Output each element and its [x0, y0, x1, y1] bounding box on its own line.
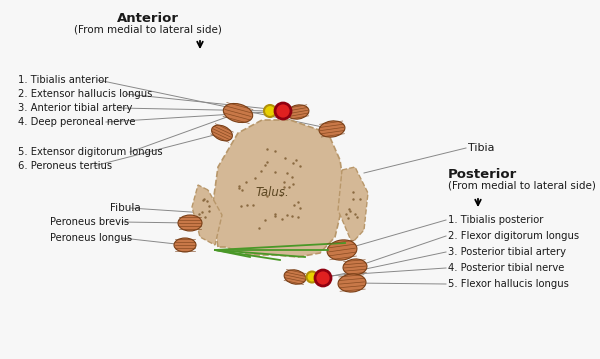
Text: Peroneus longus: Peroneus longus	[50, 233, 132, 243]
Text: 5. Extensor digitorum longus: 5. Extensor digitorum longus	[18, 147, 163, 157]
Circle shape	[307, 271, 317, 283]
Circle shape	[315, 270, 331, 286]
Ellipse shape	[319, 121, 345, 137]
Ellipse shape	[338, 274, 366, 292]
Ellipse shape	[212, 125, 232, 141]
Text: Anterior: Anterior	[117, 12, 179, 25]
Ellipse shape	[174, 238, 196, 252]
Text: Tibia: Tibia	[468, 143, 494, 153]
Circle shape	[264, 105, 276, 117]
Ellipse shape	[287, 105, 309, 119]
Text: 5. Flexor hallucis longus: 5. Flexor hallucis longus	[448, 279, 569, 289]
Text: 1. Tibialis posterior: 1. Tibialis posterior	[448, 215, 544, 225]
Text: (From medial to lateral side): (From medial to lateral side)	[448, 181, 596, 191]
Polygon shape	[192, 185, 222, 245]
Text: Posterior: Posterior	[448, 168, 517, 181]
Polygon shape	[212, 120, 345, 257]
Text: Peroneus brevis: Peroneus brevis	[50, 217, 129, 227]
Text: 2. Extensor hallucis longus: 2. Extensor hallucis longus	[18, 89, 152, 99]
Text: (From medial to lateral side): (From medial to lateral side)	[74, 24, 222, 34]
Text: 4. Deep peroneal nerve: 4. Deep peroneal nerve	[18, 117, 136, 127]
Text: Talus.: Talus.	[255, 186, 289, 200]
Text: 6. Peroneus tertius: 6. Peroneus tertius	[18, 161, 112, 171]
Text: 2. Flexor digitorum longus: 2. Flexor digitorum longus	[448, 231, 579, 241]
Text: 4. Posterior tibial nerve: 4. Posterior tibial nerve	[448, 263, 565, 273]
Circle shape	[275, 103, 291, 119]
Text: 3. Posterior tibial artery: 3. Posterior tibial artery	[448, 247, 566, 257]
Polygon shape	[338, 167, 368, 243]
Ellipse shape	[343, 259, 367, 275]
Text: 1. Tibialis anterior: 1. Tibialis anterior	[18, 75, 109, 85]
Ellipse shape	[223, 103, 253, 122]
Text: 3. Anterior tibial artery: 3. Anterior tibial artery	[18, 103, 133, 113]
Ellipse shape	[327, 240, 357, 260]
Text: Fibula: Fibula	[110, 203, 141, 213]
Ellipse shape	[284, 270, 306, 284]
Ellipse shape	[178, 215, 202, 231]
